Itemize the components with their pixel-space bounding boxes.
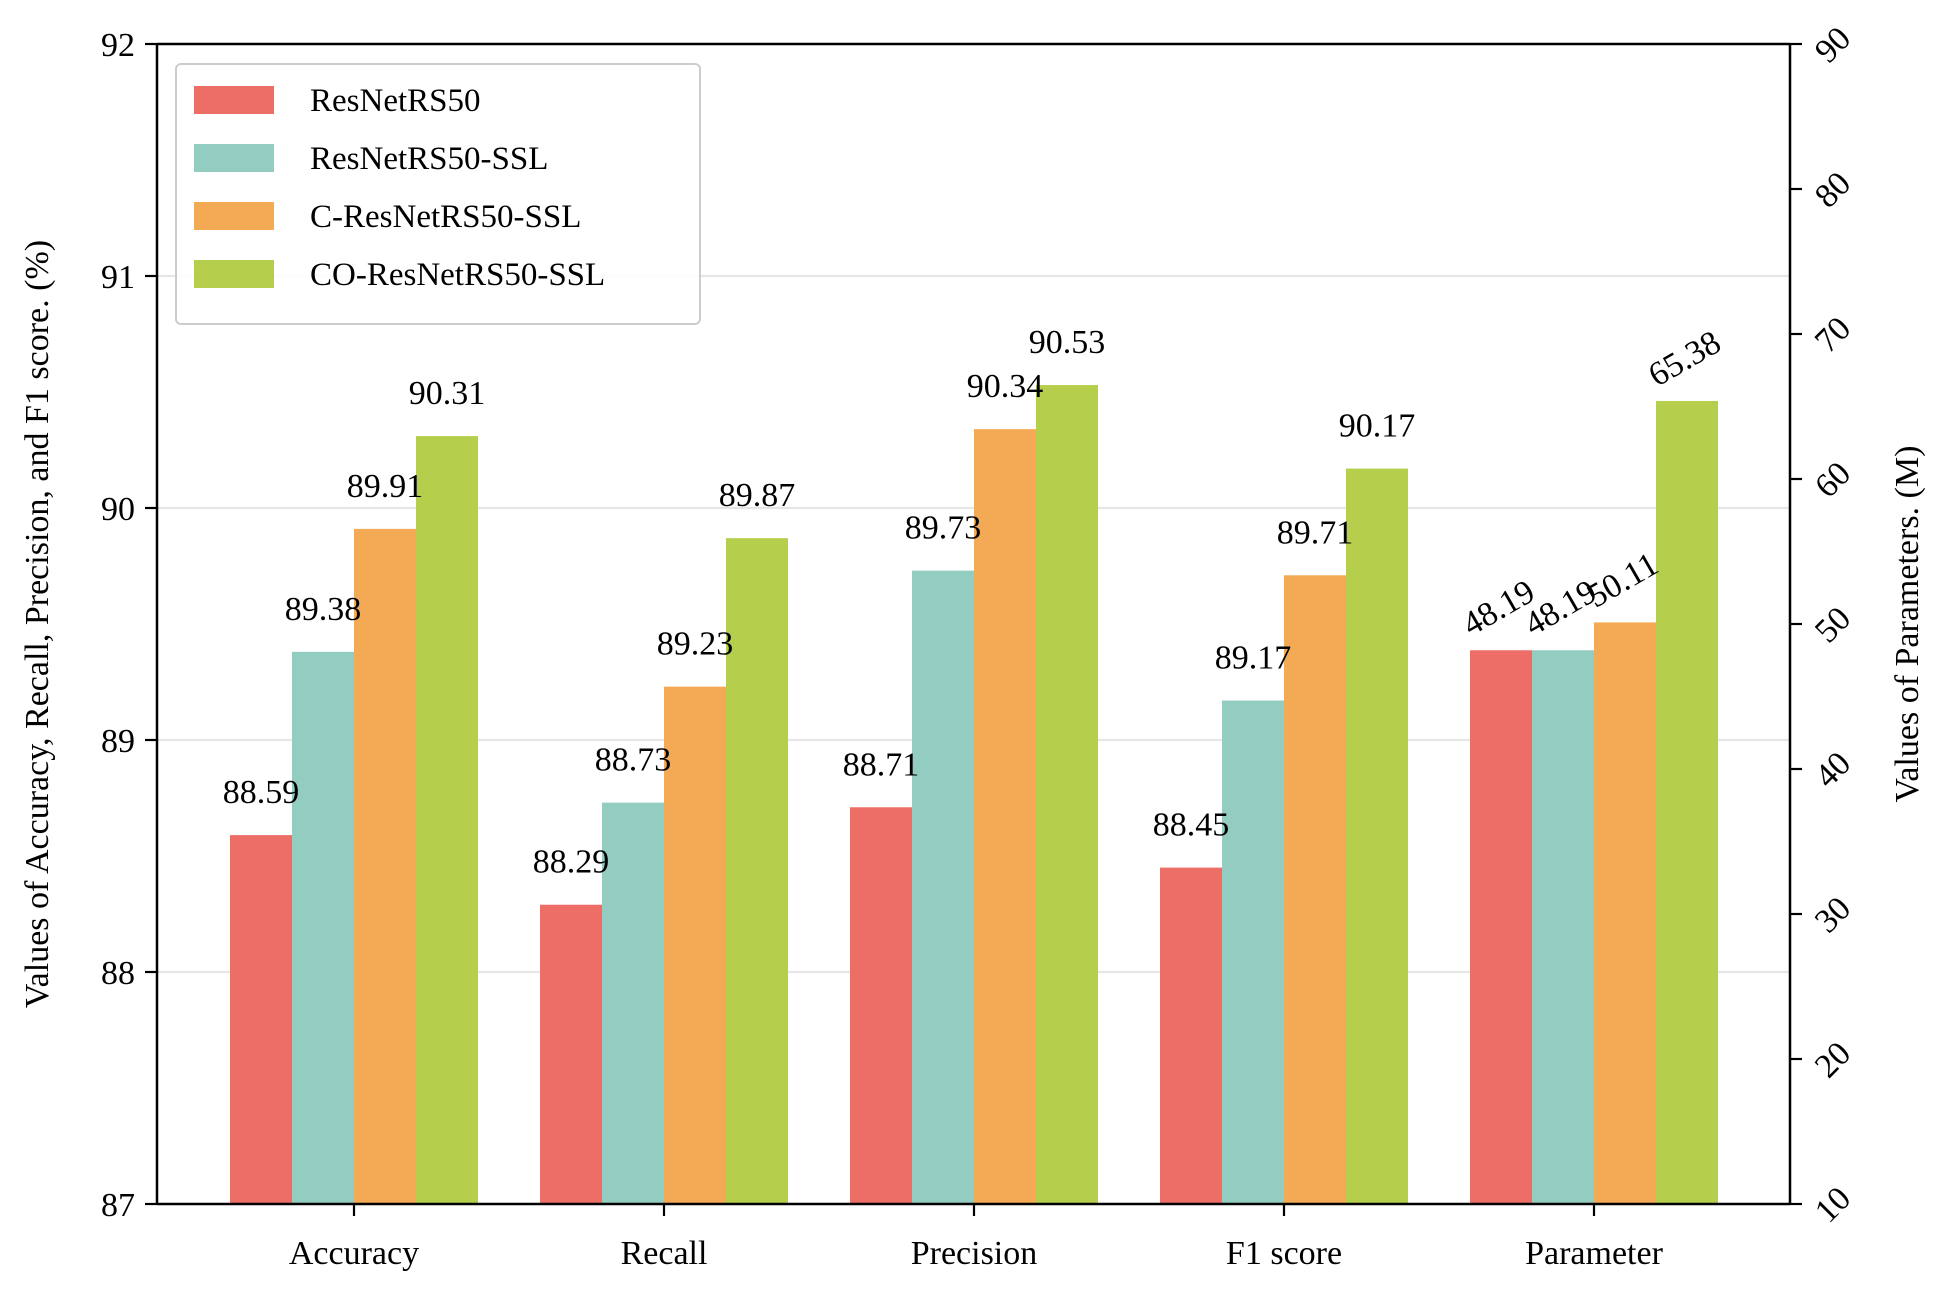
x-tick-label-precision: Precision (911, 1235, 1038, 1272)
data-label-parameter-co-resnetrs50-ssl: 65.38 (1642, 324, 1727, 394)
bar-recall-c-resnetrs50-ssl (664, 686, 726, 1204)
legend-label-c-resnetrs50-ssl: C-ResNetRS50-SSL (310, 199, 581, 235)
legend-label-co-resnetrs50-ssl: CO-ResNetRS50-SSL (310, 257, 605, 293)
y2-tick-label-90: 90 (1808, 20, 1858, 70)
y-tick-label-91: 91 (101, 259, 135, 296)
legend-swatch-resnetrs50 (194, 86, 274, 114)
bar-f1-score-resnetrs50 (1160, 867, 1222, 1204)
y2-tick-label-60: 60 (1808, 455, 1858, 505)
bar-precision-c-resnetrs50-ssl (974, 429, 1036, 1204)
data-label-accuracy-c-resnetrs50-ssl: 89.91 (347, 468, 424, 505)
bar-precision-resnetrs50 (850, 807, 912, 1204)
y-tick-label-88: 88 (101, 955, 135, 992)
data-label-f1-score-resnetrs50: 88.45 (1153, 807, 1230, 844)
y2-tick-label-50: 50 (1808, 600, 1858, 650)
bar-precision-resnetrs50-ssl (912, 570, 974, 1204)
bar-precision-co-resnetrs50-ssl (1036, 385, 1098, 1204)
data-label-f1-score-c-resnetrs50-ssl: 89.71 (1277, 514, 1354, 551)
bar-parameter-co-resnetrs50-ssl (1656, 400, 1718, 1204)
y2-tick-label-70: 70 (1808, 310, 1858, 360)
legend: ResNetRS50 ResNetRS50-SSL C-ResNetRS50-SSL… (175, 63, 701, 325)
data-label-recall-co-resnetrs50-ssl: 89.87 (719, 477, 796, 514)
y2-tick-label-30: 30 (1808, 890, 1858, 940)
y-tick-label-92: 92 (101, 27, 135, 64)
bar-accuracy-c-resnetrs50-ssl (354, 528, 416, 1204)
data-label-recall-c-resnetrs50-ssl: 89.23 (657, 626, 734, 663)
bar-f1-score-c-resnetrs50-ssl (1284, 575, 1346, 1204)
data-label-f1-score-resnetrs50-ssl: 89.17 (1215, 640, 1292, 677)
x-tick-label-parameter: Parameter (1525, 1235, 1663, 1272)
data-label-recall-resnetrs50: 88.29 (533, 844, 610, 881)
y2-axis-title: Values of Parameters. (M) (1889, 446, 1926, 803)
data-label-accuracy-resnetrs50: 88.59 (223, 774, 300, 811)
y2-tick-label-40: 40 (1808, 745, 1858, 795)
data-label-precision-resnetrs50-ssl: 89.73 (905, 510, 982, 547)
legend-swatch-co-resnetrs50-ssl (194, 260, 274, 288)
legend-box (175, 63, 701, 325)
bar-accuracy-resnetrs50 (230, 835, 292, 1204)
x-tick-label-f1-score: F1 score (1226, 1235, 1342, 1272)
bar-recall-co-resnetrs50-ssl (726, 538, 788, 1204)
bar-parameter-c-resnetrs50-ssl (1594, 622, 1656, 1204)
y-tick-label-87: 87 (101, 1187, 135, 1224)
y2-tick-label-80: 80 (1808, 165, 1858, 215)
legend-swatch-c-resnetrs50-ssl (194, 202, 274, 230)
y-tick-label-90: 90 (101, 491, 135, 528)
bar-accuracy-co-resnetrs50-ssl (416, 436, 478, 1205)
bar-recall-resnetrs50 (540, 904, 602, 1204)
data-label-precision-co-resnetrs50-ssl: 90.53 (1029, 324, 1106, 361)
data-label-parameter-c-resnetrs50-ssl: 50.11 (1581, 546, 1665, 616)
y-tick-label-89: 89 (101, 723, 135, 760)
y2-tick-label-20: 20 (1808, 1035, 1858, 1085)
bar-f1-score-resnetrs50-ssl (1222, 700, 1284, 1204)
data-label-accuracy-resnetrs50-ssl: 89.38 (285, 591, 362, 628)
data-label-accuracy-co-resnetrs50-ssl: 90.31 (409, 375, 486, 412)
bar-accuracy-resnetrs50-ssl (292, 651, 354, 1204)
data-label-recall-resnetrs50-ssl: 88.73 (595, 742, 672, 779)
bar-parameter-resnetrs50-ssl (1532, 650, 1594, 1204)
x-tick-label-recall: Recall (621, 1235, 708, 1272)
data-label-f1-score-co-resnetrs50-ssl: 90.17 (1339, 408, 1416, 445)
bar-f1-score-co-resnetrs50-ssl (1346, 468, 1408, 1204)
bar-parameter-resnetrs50 (1470, 650, 1532, 1204)
bars (230, 385, 1718, 1205)
data-label-precision-resnetrs50: 88.71 (843, 746, 920, 783)
legend-label-resnetrs50: ResNetRS50 (310, 83, 481, 119)
y2-tick-label-10: 10 (1808, 1180, 1858, 1230)
data-label-precision-c-resnetrs50-ssl: 90.34 (967, 368, 1044, 405)
legend-swatch-resnetrs50-ssl (194, 144, 274, 172)
bar-recall-resnetrs50-ssl (602, 802, 664, 1204)
x-tick-label-accuracy: Accuracy (289, 1235, 419, 1272)
legend-label-resnetrs50-ssl: ResNetRS50-SSL (310, 141, 548, 177)
y-axis-title: Values of Accuracy, Recall, Precision, a… (19, 240, 56, 1008)
